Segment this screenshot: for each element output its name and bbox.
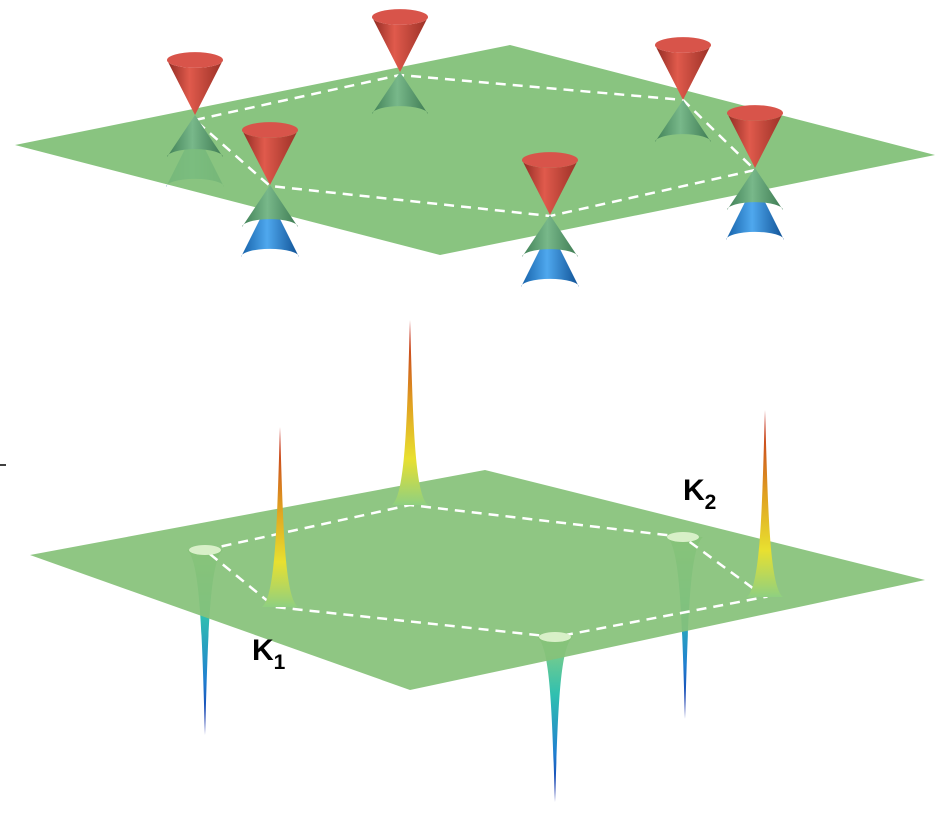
page: K1 K2 (() => { const data = JSON.parse(d… <box>0 0 944 827</box>
red-cone-rim <box>242 122 298 138</box>
label-sub: 1 <box>274 651 286 674</box>
dip <box>667 532 699 542</box>
spike <box>537 637 573 802</box>
spike <box>392 320 428 505</box>
top-panel <box>15 9 935 287</box>
red-cone-rim <box>167 52 223 68</box>
label-main: K <box>683 474 705 507</box>
dip <box>539 632 571 642</box>
dip <box>189 545 221 555</box>
red-cone-rim <box>655 37 711 53</box>
plane <box>30 470 925 690</box>
plane <box>15 45 935 255</box>
label-sub: 2 <box>705 491 717 514</box>
figure: K1 K2 <box>0 0 944 827</box>
bottom-panel <box>30 320 925 802</box>
red-cone-rim <box>522 152 578 168</box>
red-cone-rim <box>372 9 428 25</box>
label-main: K <box>252 634 274 667</box>
red-cone-rim <box>727 105 783 121</box>
k2-label: K2 <box>683 474 716 514</box>
